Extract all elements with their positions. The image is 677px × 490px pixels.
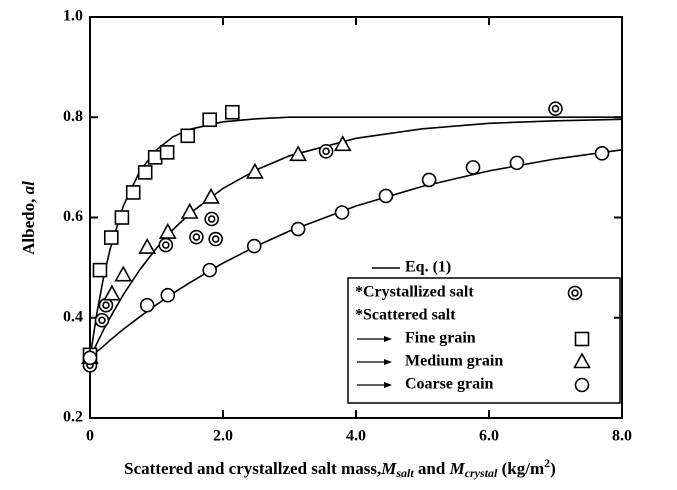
marker-ring <box>189 229 204 245</box>
legend-label: Fine grain <box>405 330 476 347</box>
marker-ring <box>318 144 334 159</box>
marker-square <box>202 112 217 128</box>
marker-circle <box>82 350 98 366</box>
marker-double-circle <box>94 312 110 328</box>
marker-circle <box>594 146 610 161</box>
marker-ring <box>211 235 220 243</box>
x-tick-label: 8.0 <box>612 428 632 445</box>
y-tick-label: 1.0 <box>63 8 83 25</box>
marker-double-circle <box>567 285 583 301</box>
marker-ring <box>207 215 216 223</box>
marker-ring <box>162 241 170 249</box>
marker-triangle <box>333 135 352 152</box>
y-tick-label: 0.2 <box>63 409 83 426</box>
marker-ring <box>192 233 201 241</box>
marker-triangle <box>138 237 157 254</box>
marker-circle <box>378 188 394 204</box>
legend-arrowhead <box>384 359 392 365</box>
marker-double-circle <box>318 144 334 159</box>
y-tick-label: 0.4 <box>63 308 83 325</box>
marker-double-circle <box>158 237 174 253</box>
marker-double-circle <box>208 231 223 247</box>
legend-label: Eq. (1) <box>405 259 451 276</box>
marker-triangle <box>180 202 199 219</box>
marker-ring <box>322 147 330 156</box>
marker-circle <box>202 262 217 278</box>
marker-ring <box>98 297 114 313</box>
legend-label: Medium grain <box>405 353 503 370</box>
marker-square <box>225 104 240 120</box>
marker-ring <box>548 101 563 117</box>
marker-square <box>103 230 119 245</box>
marker-ring <box>567 285 583 301</box>
marker-circle <box>139 297 155 313</box>
marker-square <box>159 145 175 160</box>
marker-triangle <box>289 145 308 162</box>
marker-circle <box>421 172 437 188</box>
marker-ring <box>98 316 106 325</box>
legend-arrowhead <box>384 382 392 388</box>
marker-triangle <box>158 222 177 239</box>
marker-square <box>574 331 590 347</box>
legend-label: Coarse grain <box>405 376 494 393</box>
y-tick-label: 0.6 <box>63 208 83 225</box>
marker-square <box>137 165 153 180</box>
marker-ring <box>551 104 560 113</box>
y-axis-label: Albedo, al <box>19 181 38 255</box>
marker-circle <box>465 160 481 175</box>
legend-label: *Crystallized salt <box>355 284 474 301</box>
marker-ring <box>571 289 579 297</box>
marker-ring <box>94 312 110 328</box>
x-tick-label: 6.0 <box>479 428 499 445</box>
marker-circle <box>574 377 590 393</box>
marker-ring <box>208 231 223 247</box>
fit-curve <box>89 149 623 359</box>
marker-double-circle <box>98 297 114 313</box>
marker-ring <box>158 237 174 253</box>
marker-double-circle <box>548 101 563 117</box>
marker-circle <box>160 287 176 303</box>
legend-arrowhead <box>384 336 392 342</box>
marker-circle <box>290 221 306 237</box>
marker-triangle <box>573 352 591 369</box>
marker-circle <box>334 205 350 220</box>
marker-square <box>114 210 130 225</box>
marker-square <box>125 185 141 200</box>
marker-square <box>180 128 196 144</box>
marker-square <box>92 262 108 278</box>
marker-triangle <box>103 284 121 301</box>
legend-heading: *Scattered salt <box>355 307 456 324</box>
marker-ring <box>102 301 110 310</box>
marker-double-circle <box>204 211 219 227</box>
marker-double-circle <box>189 229 204 245</box>
marker-triangle <box>114 265 133 282</box>
x-tick-label: 0 <box>86 428 94 445</box>
marker-circle <box>509 155 525 171</box>
marker-triangle <box>246 162 264 179</box>
marker-square <box>147 150 163 165</box>
x-axis-label: Scattered and crystallzed salt mass,Msal… <box>124 456 556 480</box>
marker-circle <box>246 238 262 254</box>
marker-triangle <box>202 187 220 204</box>
x-tick-label: 2.0 <box>213 428 233 445</box>
marker-ring <box>204 211 219 227</box>
y-tick-label: 0.8 <box>63 108 83 125</box>
x-tick-label: 4.0 <box>346 428 366 445</box>
